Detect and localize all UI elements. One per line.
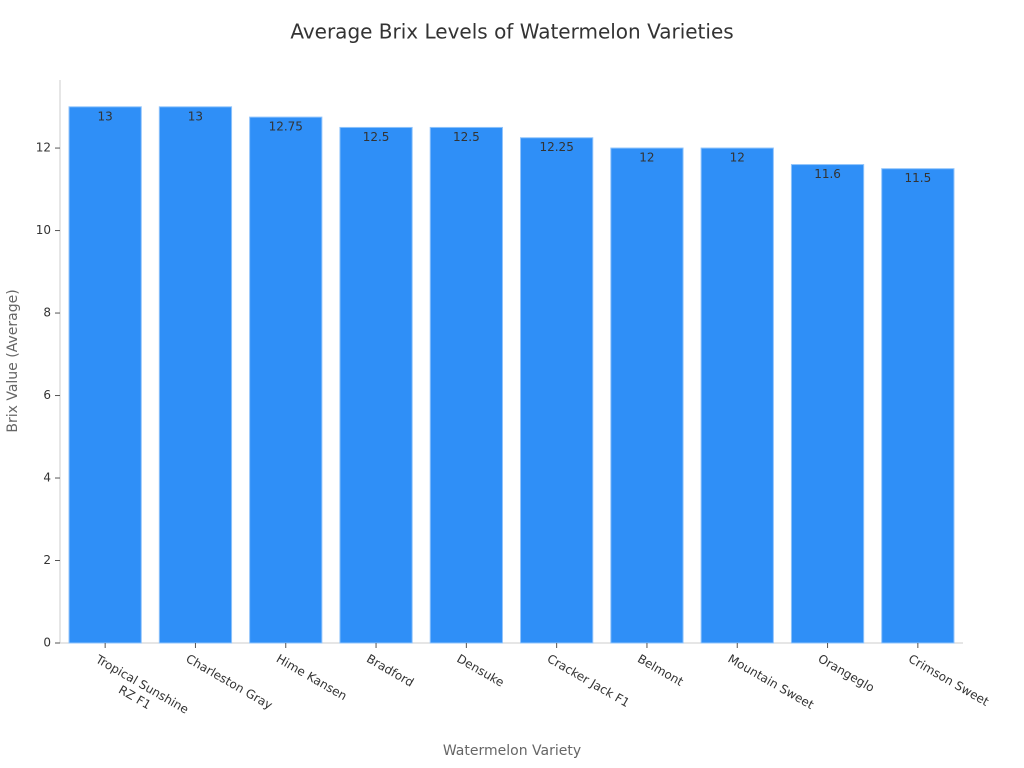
bar bbox=[881, 168, 955, 644]
x-tick-label: Belmont bbox=[635, 652, 686, 689]
value-label: 12.5 bbox=[453, 130, 480, 144]
y-axis-label: Brix Value (Average) bbox=[5, 289, 21, 432]
x-tick-label: Bradford bbox=[364, 652, 416, 690]
y-tick-label: 8 bbox=[43, 306, 51, 320]
bar bbox=[429, 126, 503, 644]
bar bbox=[158, 106, 233, 644]
x-tick-label: Orangeglo bbox=[816, 652, 877, 695]
y-tick-label: 6 bbox=[43, 388, 51, 402]
y-tick-label: 10 bbox=[36, 223, 51, 237]
value-label: 13 bbox=[188, 109, 203, 123]
x-tick-label: Tropical SunshineRZ F1 bbox=[85, 651, 191, 729]
bar bbox=[339, 126, 413, 644]
bar bbox=[610, 147, 684, 644]
y-tick-label: 4 bbox=[43, 471, 51, 485]
y-tick-label: 0 bbox=[43, 636, 51, 650]
value-label: 11.5 bbox=[904, 171, 931, 185]
value-label: 13 bbox=[98, 109, 113, 123]
x-tick-label: Mountain Sweet bbox=[725, 652, 816, 713]
value-label: 12 bbox=[639, 151, 654, 165]
x-tick-label: Charleston Gray bbox=[184, 652, 275, 713]
bar bbox=[249, 116, 323, 644]
y-tick-label: 2 bbox=[43, 553, 51, 567]
value-label: 12.5 bbox=[363, 130, 390, 144]
x-tick-label: Densuke bbox=[454, 652, 506, 690]
x-tick-label: Hime Kansen bbox=[274, 652, 350, 704]
bar bbox=[700, 147, 774, 644]
x-tick-label: Cracker Jack F1 bbox=[545, 652, 632, 710]
value-label: 12 bbox=[730, 151, 745, 165]
x-tick-label: Crimson Sweet bbox=[906, 652, 991, 709]
bar bbox=[520, 137, 594, 644]
bar bbox=[68, 106, 142, 644]
x-axis-label: Watermelon Variety bbox=[443, 743, 581, 759]
chart-title: Average Brix Levels of Watermelon Variet… bbox=[290, 20, 733, 44]
value-label: 12.75 bbox=[269, 120, 303, 134]
value-label: 12.25 bbox=[539, 140, 573, 154]
value-label: 11.6 bbox=[814, 167, 841, 181]
y-tick-label: 12 bbox=[36, 141, 51, 155]
bar bbox=[790, 164, 865, 644]
